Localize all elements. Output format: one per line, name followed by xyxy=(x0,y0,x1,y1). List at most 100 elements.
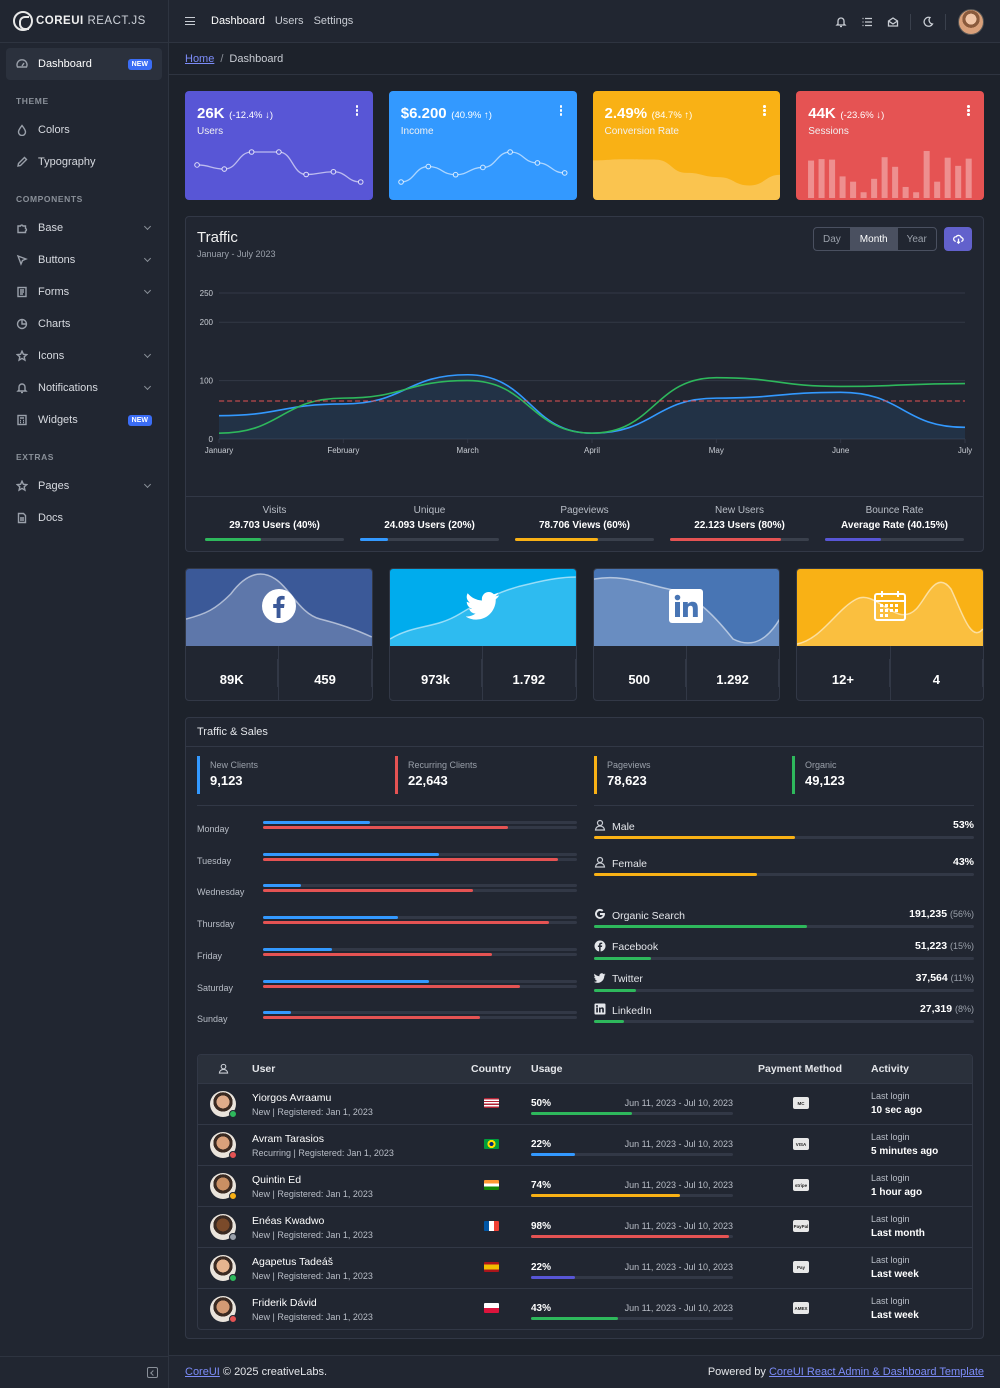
table-header: User Country Usage Payment Method Activi… xyxy=(198,1055,972,1083)
avatar xyxy=(210,1132,237,1159)
more-vertical-icon[interactable] xyxy=(559,105,563,116)
sparkline-point xyxy=(357,179,364,185)
day-label: Wednesday xyxy=(197,887,245,898)
moon-icon[interactable] xyxy=(915,10,941,34)
widget-value: 26K (-12.4% ↓) xyxy=(197,105,361,122)
traffic-stat-pageviews: Pageviews 78.706 Views (60%) xyxy=(515,497,654,552)
widget-value: 44K (-23.6% ↓) xyxy=(808,105,972,122)
sidebar-item-dashboard[interactable]: Dashboard NEW xyxy=(6,48,162,80)
sidebar-toggler-icon[interactable] xyxy=(147,1367,158,1378)
header-nav-dashboard[interactable]: Dashboard xyxy=(211,15,265,27)
sidebar-footer xyxy=(0,1356,169,1388)
coreui-link[interactable]: CoreUI xyxy=(185,1366,220,1378)
period-button-year[interactable]: Year xyxy=(906,233,927,245)
menu-toggle-icon[interactable] xyxy=(185,17,195,25)
sparkline-point xyxy=(303,171,309,178)
sparkline-bar xyxy=(944,157,951,198)
traffic-stat-unique: Unique 24.093 Users (20%) xyxy=(360,497,499,552)
progress-fill xyxy=(594,836,796,839)
recurring-clients-bar xyxy=(263,952,577,956)
widget-value: 2.49% (84.7% ↑) xyxy=(605,105,769,122)
sidebar-item-forms[interactable]: Forms xyxy=(6,276,162,308)
avatar xyxy=(210,1255,237,1282)
progress-fill xyxy=(531,1112,632,1115)
envelope-icon[interactable] xyxy=(880,10,906,34)
header-nav-settings[interactable]: Settings xyxy=(313,15,354,27)
sidebar-item-label: Charts xyxy=(38,318,71,330)
usage-period: Jun 11, 2023 - Jul 10, 2023 xyxy=(624,1262,733,1272)
social-stat-value: 500 xyxy=(594,659,686,687)
more-vertical-icon[interactable] xyxy=(763,105,766,116)
drop-icon xyxy=(16,124,28,136)
day-row-monday: Monday xyxy=(197,818,577,838)
social-card-stats: 500 CONTACTS1.292 FEEDS xyxy=(594,646,780,700)
new-clients-bar xyxy=(263,1011,577,1015)
twitter-icon xyxy=(593,972,612,987)
sidebar-item-colors[interactable]: Colors xyxy=(6,114,162,146)
sidebar-item-widgets[interactable]: Widgets NEW xyxy=(6,404,162,436)
breadcrumb-home-link[interactable]: Home xyxy=(185,52,215,65)
status-dot xyxy=(229,1274,237,1282)
powered-by-link[interactable]: CoreUI React Admin & Dashboard Template xyxy=(768,1366,984,1378)
progress-fill xyxy=(531,1153,576,1156)
download-button[interactable] xyxy=(944,227,972,251)
wave-area xyxy=(797,582,983,646)
header-nav-users[interactable]: Users xyxy=(274,15,304,27)
table-row[interactable]: Avram Tarasios Recurring | Registered: Ja… xyxy=(198,1124,972,1165)
table-row[interactable]: Quintin Ed New | Registered: Jan 1, 2023 7… xyxy=(198,1165,972,1206)
list-icon[interactable] xyxy=(854,10,880,34)
progress-fill xyxy=(263,984,521,988)
sales-stat-new-clients: New Clients 9,123 xyxy=(197,756,258,794)
day-row-tuesday: Tuesday xyxy=(197,850,577,870)
payment-card-icon: AMEX xyxy=(793,1302,809,1314)
table-row[interactable]: Enéas Kwadwo New | Registered: Jan 1, 202… xyxy=(198,1206,972,1247)
progress-fill xyxy=(263,1011,292,1015)
sidebar-item-docs[interactable]: Docs xyxy=(6,502,162,534)
sidebar-item-buttons[interactable]: Buttons xyxy=(6,244,162,276)
progress-fill xyxy=(531,1194,681,1197)
more-vertical-icon[interactable] xyxy=(967,105,970,116)
x-tick-label: February xyxy=(327,446,359,455)
usage-percent: 50% xyxy=(531,1098,552,1109)
sidebar-item-typography[interactable]: Typography xyxy=(6,146,162,178)
sidebar-item-base[interactable]: Base xyxy=(6,212,162,244)
bell-icon[interactable] xyxy=(828,10,854,34)
sidebar-item-notifications[interactable]: Notifications xyxy=(6,372,162,404)
sparkline-bar xyxy=(871,178,878,198)
gender-label: Female xyxy=(612,857,648,870)
widget-label: Sessions xyxy=(808,126,849,137)
period-button-group: Day Month Year xyxy=(813,227,937,251)
traffic-stat-label: Visits xyxy=(262,505,287,516)
table-row[interactable]: Agapetus Tadeáš New | Registered: Jan 1, … xyxy=(198,1247,972,1288)
table-row[interactable]: Yiorgos Avraamu New | Registered: Jan 1, … xyxy=(198,1083,972,1124)
user-registration: New | Registered: Jan 1, 2023 xyxy=(252,1312,373,1322)
pencil-icon xyxy=(16,156,28,168)
header-actions xyxy=(828,9,984,35)
avatar xyxy=(210,1296,237,1323)
linkedin-icon xyxy=(594,1003,612,1018)
brand-name: COREUI xyxy=(36,15,84,27)
source-row-twitter: Twitter 37,564 (11%) xyxy=(593,972,974,998)
payment-card-icon: Pay xyxy=(793,1261,809,1273)
notes-icon xyxy=(16,286,28,298)
source-value: 191,235 (56%) xyxy=(909,908,974,920)
source-value: 51,223 (15%) xyxy=(915,940,974,952)
sidebar-item-label: Dashboard xyxy=(38,58,92,70)
day-label: Tuesday xyxy=(197,855,232,866)
sparkline-point xyxy=(425,163,431,170)
sidebar-item-icons[interactable]: Icons xyxy=(6,340,162,372)
user-name: Enéas Kwadwo xyxy=(252,1215,325,1227)
sidebar-section-title: THEME xyxy=(16,96,49,106)
brand-logo[interactable]: COREUI REACT.JS xyxy=(0,0,168,43)
usage-percent: 74% xyxy=(531,1180,552,1191)
new-clients-bar xyxy=(263,821,577,824)
user-avatar[interactable] xyxy=(958,9,984,35)
sidebar-item-pages[interactable]: Pages xyxy=(6,470,162,502)
table-row[interactable]: Friderik Dávid New | Registered: Jan 1, 2… xyxy=(198,1288,972,1329)
widget-label: Income xyxy=(400,126,434,137)
progress-bar xyxy=(594,873,974,876)
period-button-day[interactable]: Day xyxy=(814,228,851,250)
sidebar-item-charts[interactable]: Charts xyxy=(6,308,162,340)
more-vertical-icon[interactable] xyxy=(355,105,359,116)
period-button-month[interactable]: Month xyxy=(850,228,898,250)
